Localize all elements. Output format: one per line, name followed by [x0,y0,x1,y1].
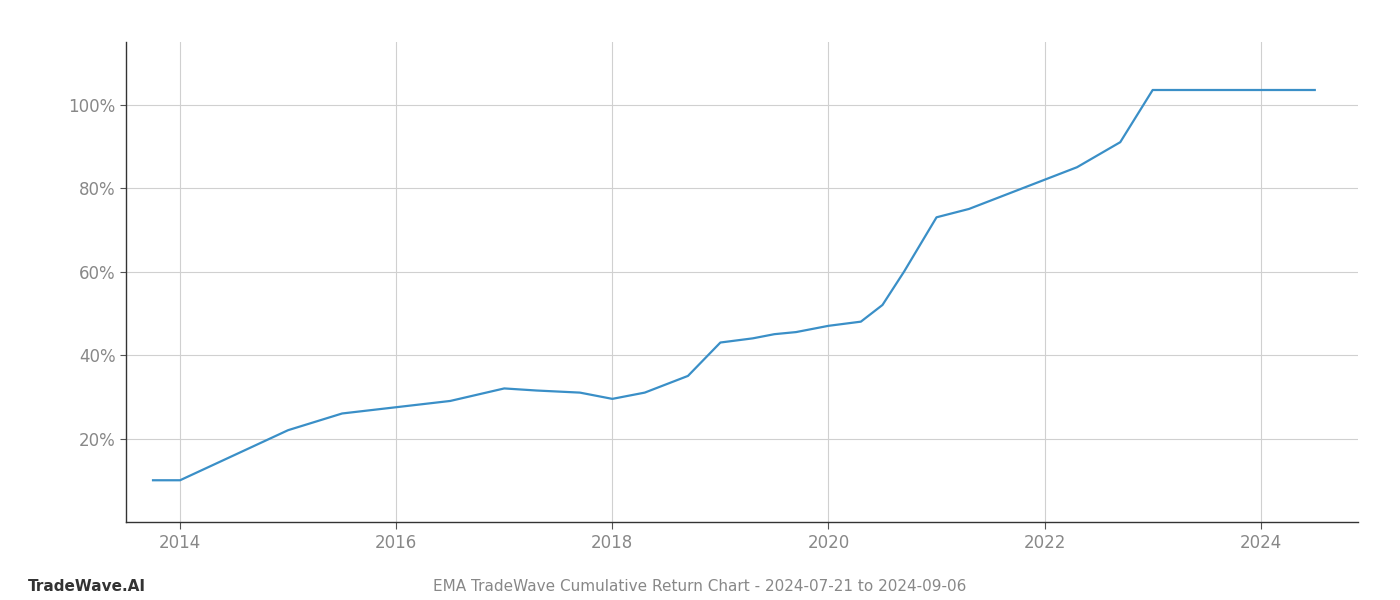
Text: EMA TradeWave Cumulative Return Chart - 2024-07-21 to 2024-09-06: EMA TradeWave Cumulative Return Chart - … [434,579,966,594]
Text: TradeWave.AI: TradeWave.AI [28,579,146,594]
